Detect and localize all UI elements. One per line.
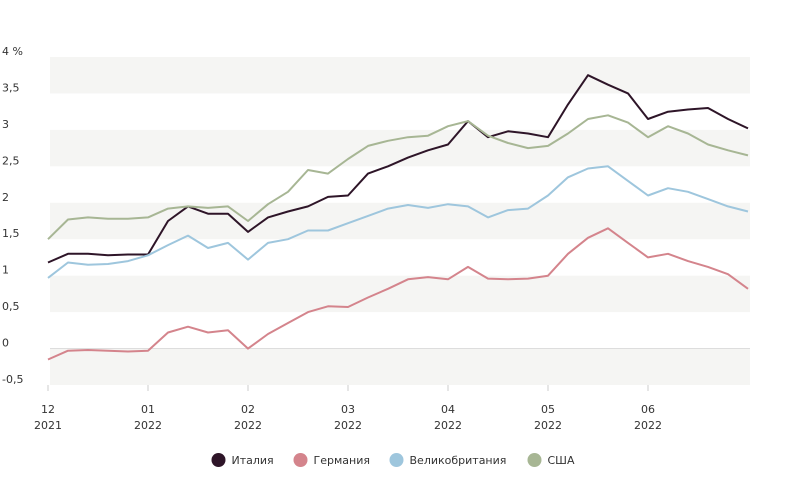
legend-marker bbox=[211, 453, 226, 467]
y-tick-label: 1,5 bbox=[2, 227, 20, 240]
x-tick-label: 12 2021 bbox=[34, 403, 62, 432]
grid-band bbox=[50, 202, 750, 240]
line bbox=[47, 165, 749, 279]
x-tick-label: 02 2022 bbox=[234, 403, 262, 432]
grid-band bbox=[50, 348, 750, 385]
y-tick-label: 2,5 bbox=[2, 154, 20, 167]
legend-label: Италия bbox=[232, 454, 274, 467]
y-tick-label: 0 bbox=[2, 337, 9, 350]
legend-marker bbox=[293, 453, 308, 467]
x-tick-label: 03 2022 bbox=[334, 403, 362, 432]
y-tick-label: 3,5 bbox=[2, 81, 20, 94]
y-tick-label: 1 bbox=[2, 264, 9, 277]
y-tick-label: -0,5 bbox=[2, 373, 23, 386]
y-tick-label: 2 bbox=[2, 191, 9, 204]
legend-marker bbox=[389, 453, 404, 467]
y-tick-label: 0,5 bbox=[2, 300, 20, 313]
x-tick-label: 06 2022 bbox=[634, 403, 662, 432]
line bbox=[47, 227, 749, 361]
x-tick-label: 05 2022 bbox=[534, 403, 562, 432]
legend-marker bbox=[527, 453, 542, 467]
legend-label: Германия bbox=[314, 454, 370, 467]
y-tick-label: 4 % bbox=[2, 45, 23, 58]
legend-label: США bbox=[548, 454, 575, 467]
line bbox=[47, 114, 749, 240]
grid-band bbox=[50, 275, 750, 313]
grid-band bbox=[50, 57, 750, 94]
x-tick-label: 01 2022 bbox=[134, 403, 162, 432]
x-tick-label: 04 2022 bbox=[434, 403, 462, 432]
legend-label: Великобритания bbox=[410, 454, 507, 467]
y-tick-label: 3 bbox=[2, 118, 9, 131]
line bbox=[47, 74, 749, 264]
